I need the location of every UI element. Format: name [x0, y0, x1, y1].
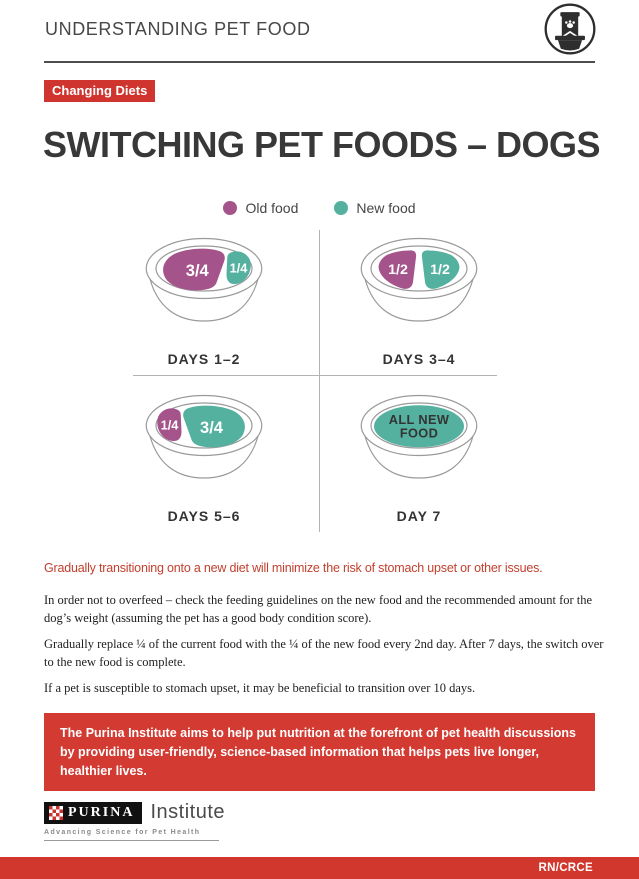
legend-item-old-food: Old food	[223, 200, 298, 216]
bowl-caption: DAY 7	[396, 507, 442, 524]
old-food-swatch	[223, 201, 238, 215]
bowl-illustration-days-1-2: 3/4 1/4	[145, 237, 263, 322]
footer-bar: RN/CRCE	[0, 857, 639, 879]
purina-institute-logo: PURINA Institute Advancing Science for P…	[44, 801, 225, 841]
new-food-label: New food	[356, 200, 416, 216]
new-food-swatch	[334, 201, 349, 215]
grid-divider-horizontal	[133, 375, 497, 376]
paragraph-susceptible: If a pet is susceptible to stomach upset…	[44, 681, 476, 695]
old-portion-label: 3/4	[186, 262, 210, 280]
lead-sentence: Gradually transitioning onto a new diet …	[44, 561, 543, 575]
bowl-days-5-6: 1/4 3/4 DAYS 5–6	[129, 388, 279, 524]
legend: Old food New food	[0, 200, 639, 216]
all-new-food-label-line1: ALL NEW	[389, 412, 450, 427]
institute-wordmark: Institute	[150, 801, 225, 823]
purina-checkerboard-icon	[49, 805, 63, 820]
bowl-caption: DAYS 5–6	[167, 507, 241, 524]
new-portion-label: 3/4	[200, 419, 224, 437]
bowl-days-3-4: 1/2 1/2 DAYS 3–4	[344, 231, 494, 367]
paragraph-overfeed: In order not to overfeed – check the fee…	[44, 593, 593, 625]
new-portion-label: 1/2	[430, 262, 450, 278]
logo-tagline: Advancing Science for Pet Health	[44, 829, 201, 836]
footer-code: RN/CRCE	[538, 862, 593, 874]
legend-item-new-food: New food	[334, 200, 416, 216]
bowl-days-1-2: 3/4 1/4 DAYS 1–2	[129, 231, 279, 367]
bowl-illustration-days-3-4: 1/2 1/2	[360, 237, 478, 322]
header-divider	[44, 61, 595, 63]
purina-logo-box: PURINA	[44, 801, 143, 824]
body-copy: In order not to overfeed – check the fee…	[44, 592, 604, 707]
old-portion-label: 1/2	[388, 262, 408, 278]
section-badge: Changing Diets	[44, 80, 156, 102]
logo-tagline-rule	[44, 840, 219, 841]
old-food-label: Old food	[245, 200, 299, 216]
old-portion-label: 1/4	[161, 417, 180, 432]
page-title: SWITCHING PET FOODS – DOGS	[43, 124, 601, 165]
new-portion-label: 1/4	[230, 260, 249, 275]
bowl-illustration-day-7: ALL NEW FOOD	[360, 394, 478, 479]
pet-food-bag-and-bowl-icon	[544, 3, 596, 55]
page-header-title: UNDERSTANDING PET FOOD	[45, 19, 311, 39]
all-new-food-label-line2: FOOD	[400, 426, 438, 441]
bowl-caption: DAYS 1–2	[167, 350, 241, 367]
grid-divider-vertical	[319, 230, 320, 532]
purina-wordmark: PURINA	[68, 804, 135, 820]
bowl-illustration-days-5-6: 1/4 3/4	[145, 394, 263, 479]
paragraph-replace-quarter: Gradually replace ¼ of the current food …	[44, 637, 604, 669]
bowl-day-7: ALL NEW FOOD DAY 7	[344, 388, 494, 524]
logo-row: PURINA Institute	[44, 801, 225, 824]
bowl-diagram-grid: 3/4 1/4 DAYS 1–2 1/2 1/2 DAYS 3–4	[0, 225, 639, 535]
purina-institute-callout: The Purina Institute aims to help put nu…	[44, 713, 595, 792]
bowl-caption: DAYS 3–4	[382, 350, 456, 367]
